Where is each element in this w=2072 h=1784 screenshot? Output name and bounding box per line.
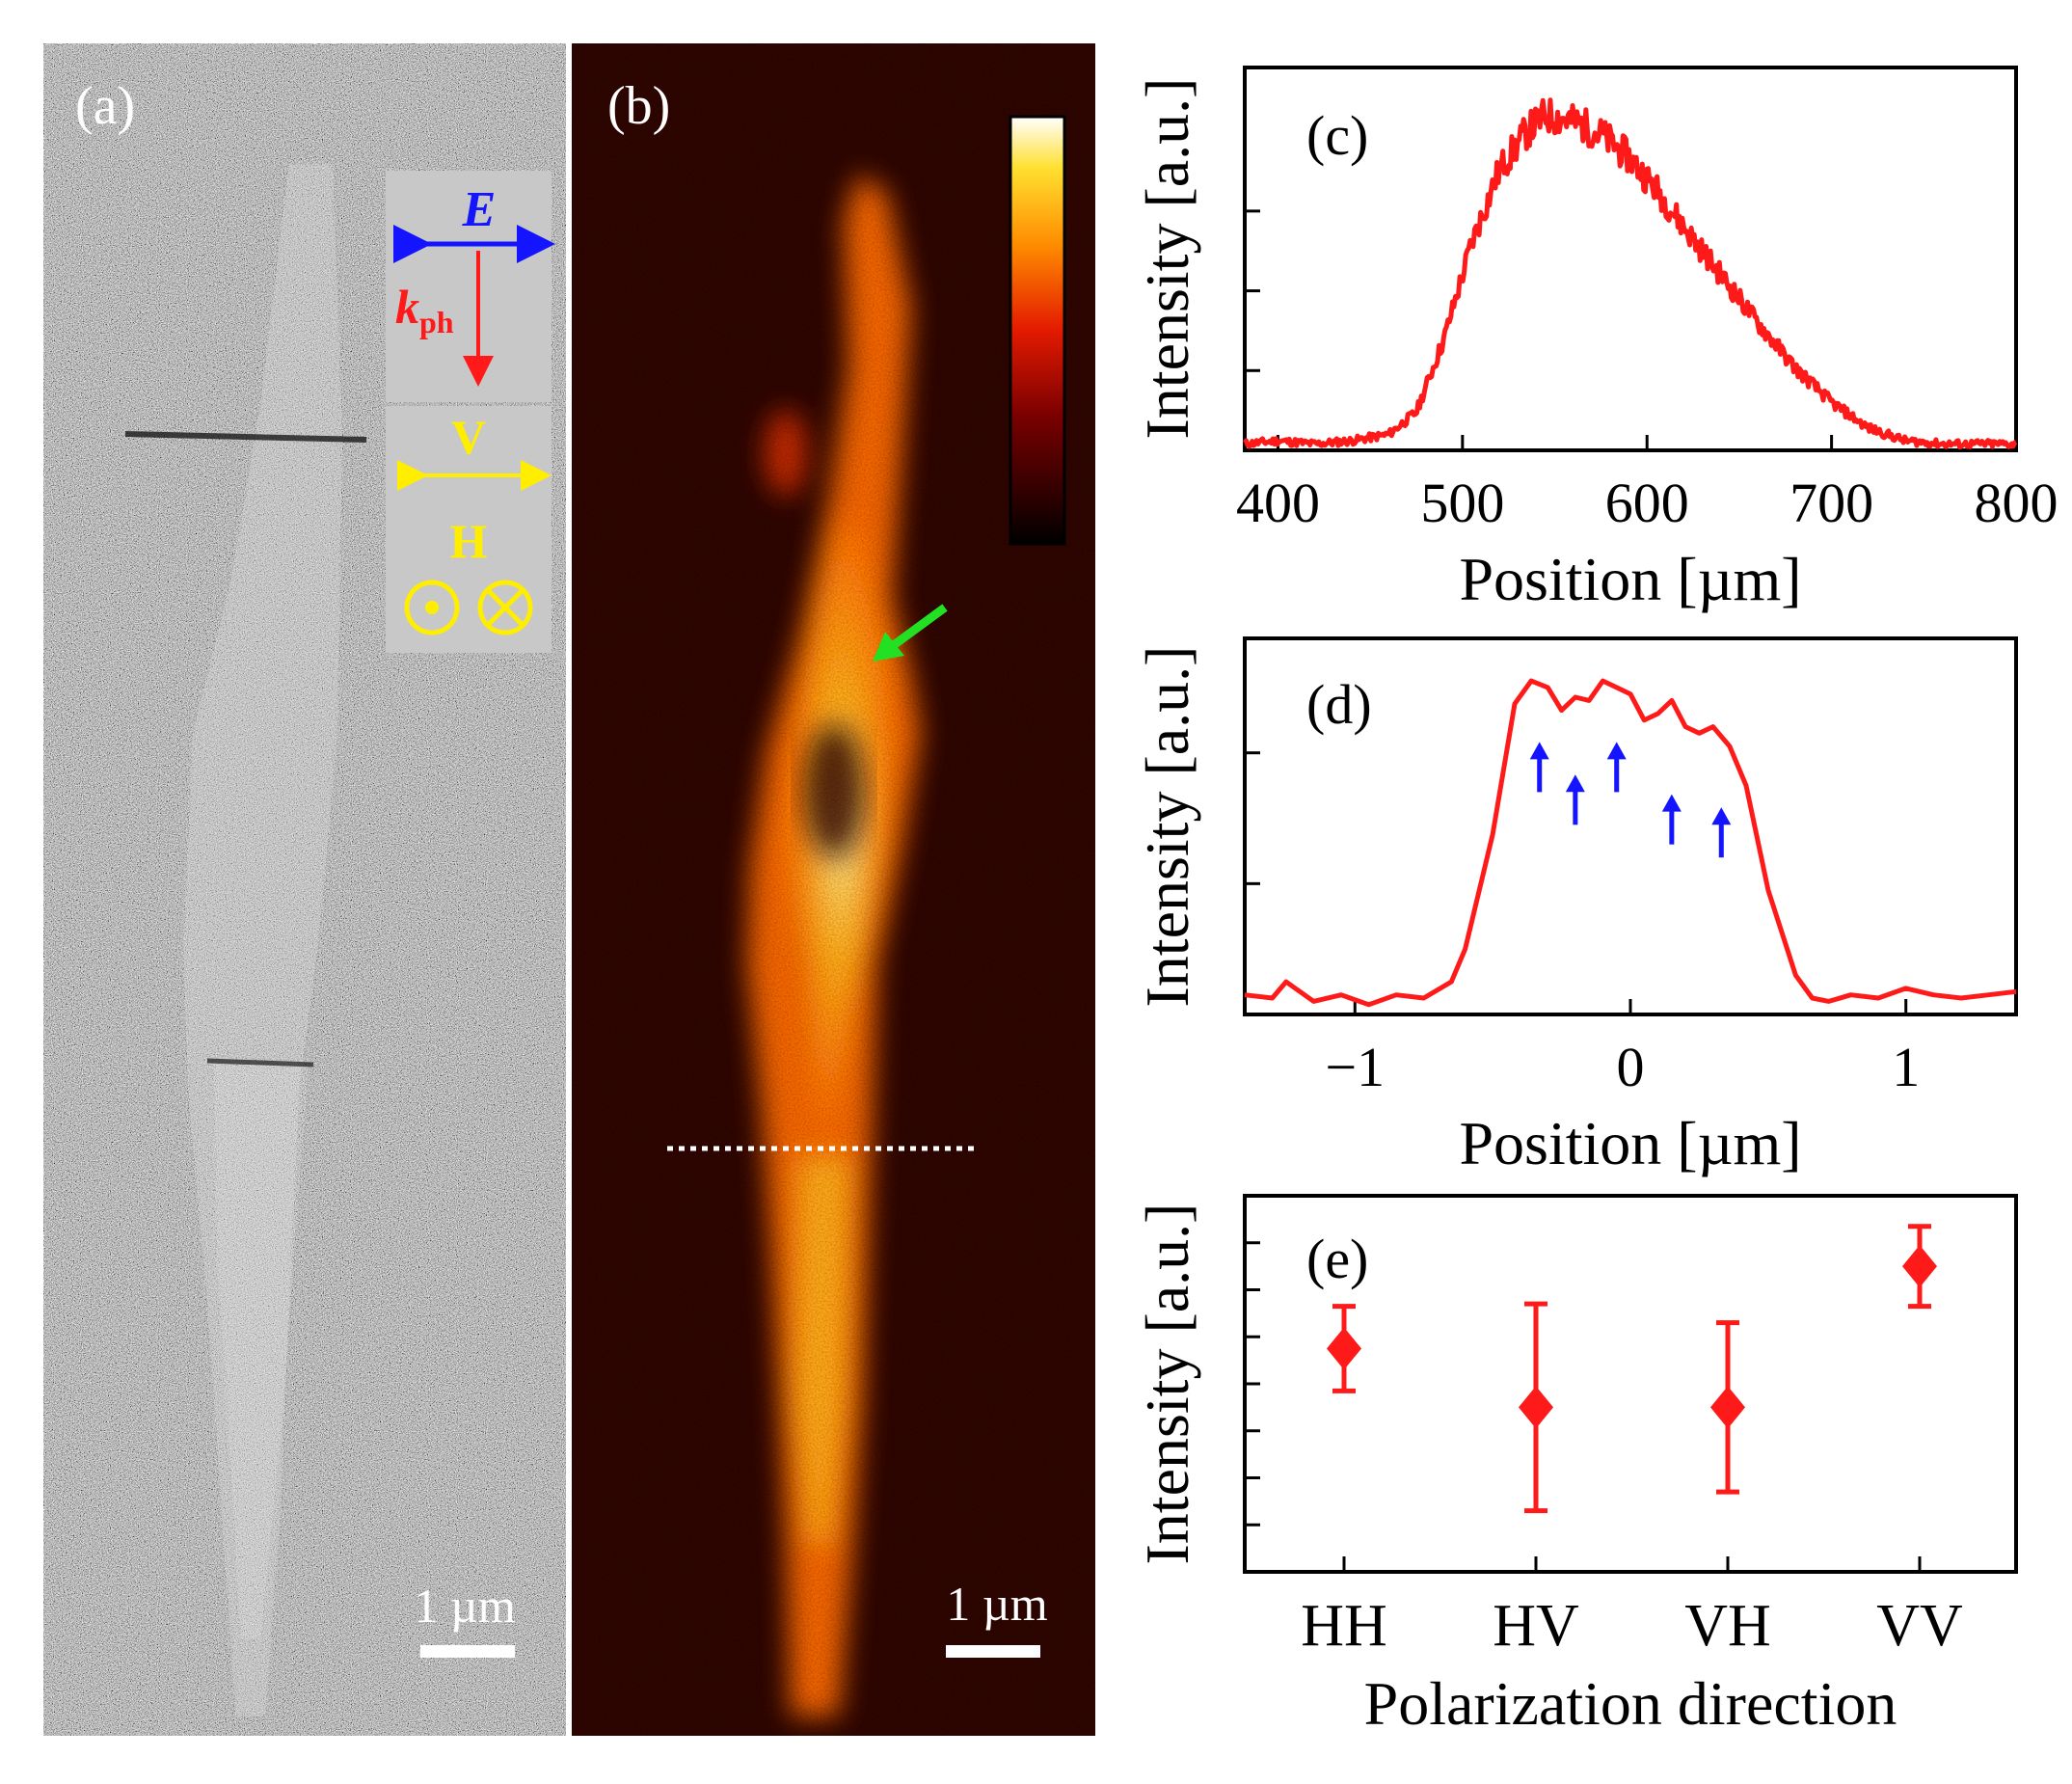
series-line (1244, 678, 2017, 1008)
panel-a-scale-text: 1 µm (414, 1579, 515, 1633)
v-label: V (451, 410, 486, 464)
chart-d-ylabel: Intensity [a.u.] (1133, 646, 1201, 1008)
data-point-vv (1902, 1245, 1937, 1288)
x-tick-label: 600 (1605, 472, 1689, 534)
panel-b-cl-map: (b) 1 µm (572, 43, 1095, 1736)
x-tick-label: 1 (1892, 1036, 1920, 1098)
panel-b-scale-text: 1 µm (946, 1577, 1047, 1631)
chart-c-ylabel: Intensity [a.u.] (1133, 78, 1201, 440)
panel-a-scale-bar (420, 1645, 515, 1658)
chart-d: −1 0 1 (d) Position [µm] Intensity [a.u.] (1133, 636, 2018, 1177)
k-ph-label: kph (395, 280, 454, 339)
green-pointer-arrowhead (873, 632, 904, 662)
x-tick-label: 800 (1975, 472, 2059, 534)
x-tick-label: 0 (1617, 1036, 1645, 1098)
green-pointer-arrow (884, 604, 948, 654)
data-point-hh (1327, 1327, 1361, 1370)
series-line (1242, 97, 2018, 450)
sem-step-line (124, 431, 367, 443)
h-label: H (450, 514, 488, 568)
into-plane-icon (477, 580, 533, 635)
chart-d-xlabel: Position [µm] (1459, 1109, 1801, 1177)
chart-e-label: (e) (1306, 1228, 1368, 1290)
peak-arrowhead (1529, 742, 1549, 760)
panel-a-sem-image: E kph V H (a) 1 µm (43, 43, 566, 1736)
x-tick-label: VH (1684, 1593, 1771, 1659)
e-field-label: E (462, 182, 497, 237)
chart-c-xlabel: Position [µm] (1459, 545, 1801, 613)
chart-e-xlabel: Polarization direction (1364, 1669, 1897, 1738)
x-tick-label: HV (1493, 1593, 1579, 1659)
panel-b-label: (b) (607, 76, 670, 136)
x-tick-label: VV (1876, 1593, 1963, 1659)
panel-b-scale-bar (946, 1645, 1040, 1658)
inset-polarization-box (386, 406, 552, 653)
chart-d-label: (d) (1306, 673, 1372, 736)
panel-a-label: (a) (75, 76, 135, 136)
colorbar (1009, 115, 1066, 546)
peak-arrowhead (1661, 794, 1682, 812)
chart-c: 400 500 600 700 800 (c) Position [µm] Intens… (1133, 66, 2059, 613)
chart-c-frame (1243, 66, 2018, 452)
data-point-vh (1710, 1386, 1745, 1429)
x-tick-label: −1 (1325, 1036, 1385, 1098)
x-tick-label: 400 (1236, 472, 1320, 534)
data-point-hv (1519, 1386, 1553, 1429)
x-tick-label: 700 (1789, 472, 1873, 534)
chart-c-label: (c) (1306, 104, 1368, 167)
nanowire-silhouette (183, 164, 342, 1716)
peak-arrowhead (1565, 774, 1585, 793)
chart-e: HH HV VH VV (e) Polarization direction Inte… (1133, 1194, 2018, 1738)
out-of-plane-icon (404, 580, 460, 635)
x-tick-label: HH (1301, 1593, 1387, 1659)
chart-e-ylabel: Intensity [a.u.] (1133, 1203, 1201, 1565)
peak-arrowhead (1711, 807, 1732, 825)
peak-arrowhead (1606, 742, 1627, 760)
x-tick-label: 500 (1420, 472, 1504, 534)
